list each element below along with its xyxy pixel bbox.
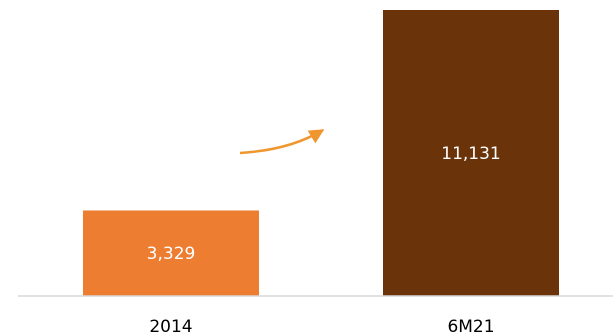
bars-layer xyxy=(83,10,559,296)
value-labels-layer: 3,329 11,131 xyxy=(147,144,501,264)
x-tick-label: 6M21 xyxy=(447,317,494,336)
growth-arrow xyxy=(239,128,325,155)
bar-value-label: 3,329 xyxy=(147,244,196,264)
bar-6m21 xyxy=(383,10,559,296)
tick-labels-layer: 2014 6M21 xyxy=(149,317,494,336)
bar-2014 xyxy=(83,210,259,296)
x-tick-label: 2014 xyxy=(149,317,192,336)
bar-value-label: 11,131 xyxy=(441,144,500,164)
